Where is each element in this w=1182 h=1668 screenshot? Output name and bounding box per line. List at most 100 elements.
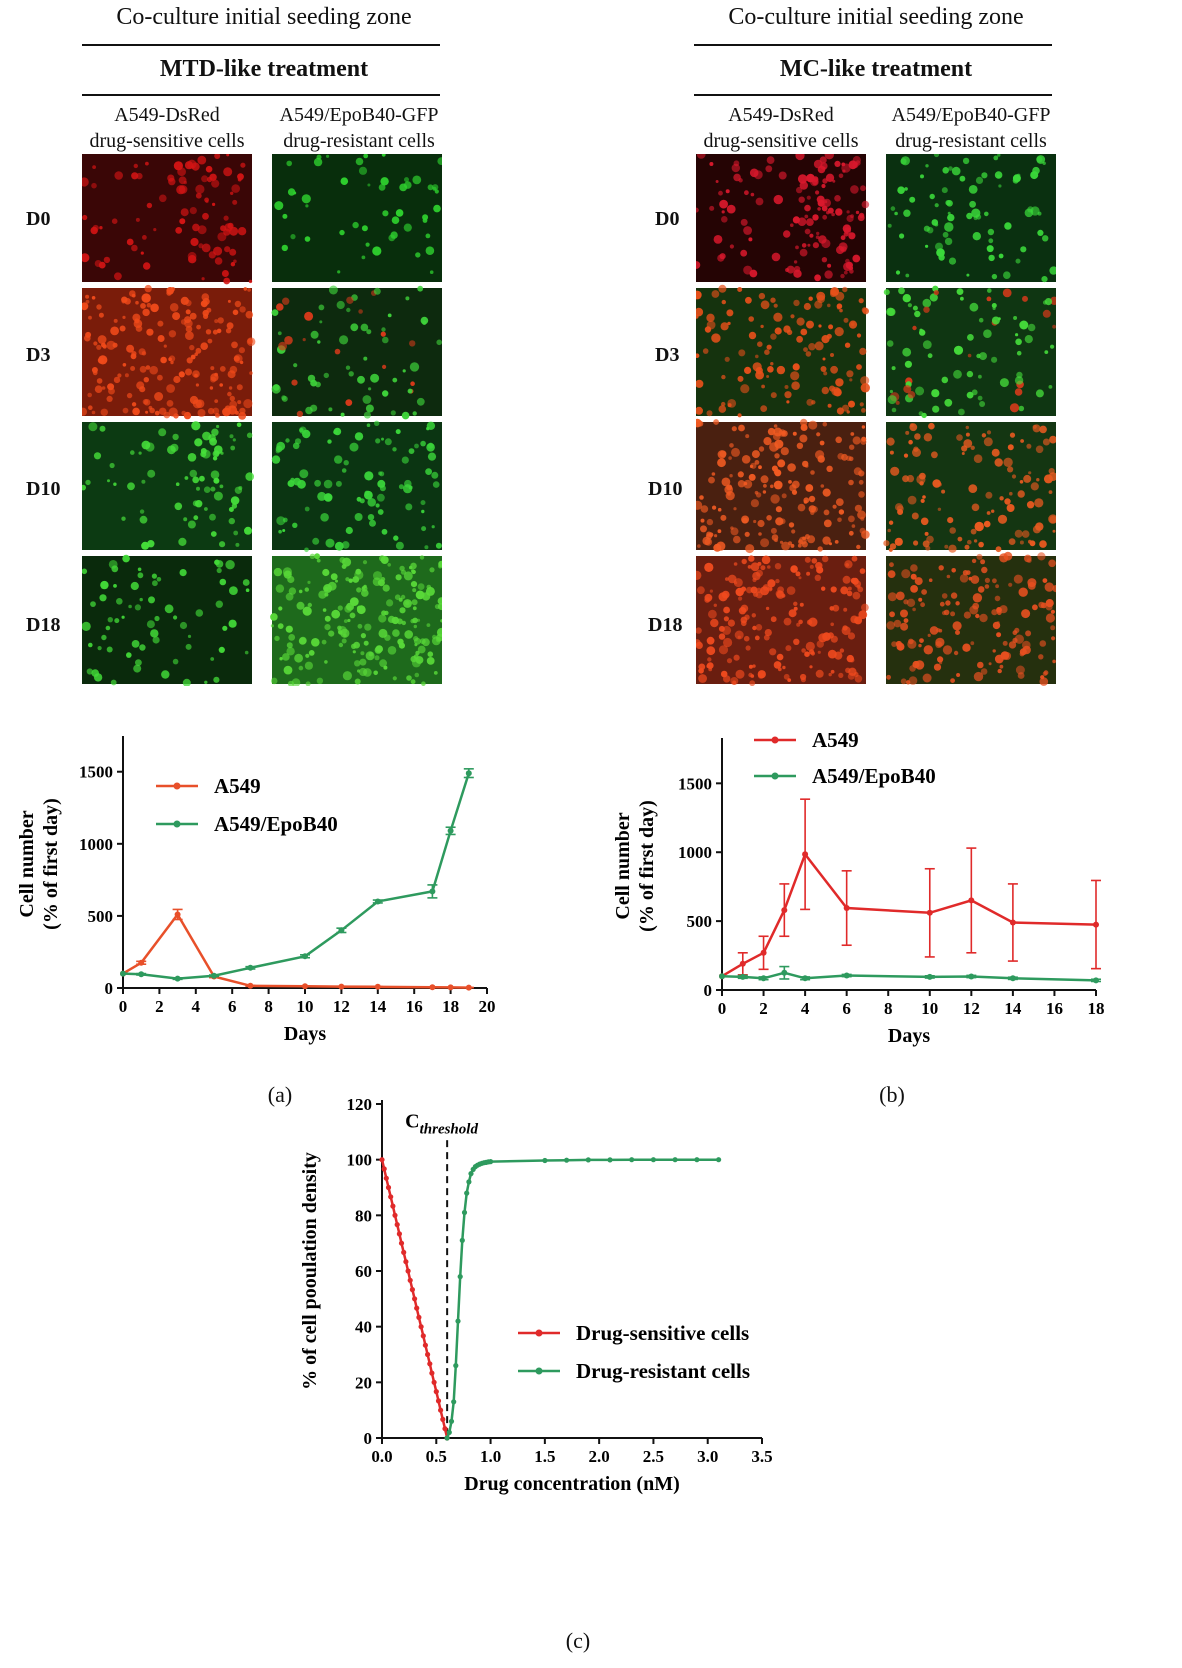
cell-dot [1026, 558, 1032, 563]
micrograph-image [696, 154, 870, 282]
cell-dot [724, 356, 730, 362]
cell-dot [696, 307, 704, 317]
cell-dot [229, 248, 237, 256]
cell-dot [770, 333, 777, 340]
cell-dot [909, 423, 918, 432]
cell-dot [107, 479, 110, 483]
cell-dot [942, 231, 949, 238]
cell-dot [740, 249, 748, 257]
cell-dot [861, 200, 870, 209]
cell-dot [835, 291, 845, 301]
cell-dot [382, 364, 387, 369]
cell-dot [762, 490, 767, 494]
cell-dot [753, 519, 757, 524]
cell-dot [706, 531, 712, 537]
cell-dot [770, 616, 777, 623]
cell-dot [356, 587, 362, 593]
cell-dot [805, 641, 815, 651]
cell-dot [713, 235, 723, 244]
data-point [1009, 975, 1016, 982]
cell-dot [858, 212, 865, 219]
cell-dot [210, 366, 215, 371]
cell-dot [163, 411, 171, 419]
cell-dot [1002, 640, 1008, 646]
cell-dot [727, 619, 735, 627]
cell-dot [310, 404, 318, 412]
cell-dot [222, 625, 228, 631]
cell-dot [733, 654, 740, 661]
cell-dot [795, 154, 805, 161]
threshold-label-sub: threshold [420, 1121, 479, 1137]
cell-dot [230, 262, 236, 267]
cell-dot [392, 447, 397, 452]
cell-dot [317, 340, 321, 344]
cell-dot [796, 335, 803, 343]
cell-dot [238, 347, 245, 354]
series-line [122, 772, 470, 980]
cell-dot [1016, 371, 1023, 379]
data-point [542, 1157, 548, 1164]
cell-dot [224, 405, 231, 412]
cell-dot [973, 539, 978, 543]
cell-dot [738, 424, 745, 432]
cell-dot [211, 179, 220, 188]
cell-dot [98, 312, 104, 318]
cell-dot [411, 599, 418, 606]
cell-dot [103, 256, 111, 264]
cell-dot [999, 553, 1009, 563]
cell-dot [934, 222, 939, 227]
cell-dot [362, 395, 372, 404]
data-point [438, 1407, 444, 1413]
cell-dot [192, 476, 200, 484]
data-point [843, 972, 850, 979]
cell-dot [298, 637, 307, 645]
cell-dot [974, 521, 984, 532]
micrograph-image [82, 421, 254, 550]
cell-dot [235, 542, 240, 547]
cell-dot [204, 507, 208, 511]
cell-dot [1009, 432, 1016, 438]
cell-dot [1025, 630, 1032, 637]
cell-dot [339, 335, 349, 345]
cell-dot [113, 376, 121, 384]
cell-dot [706, 320, 716, 330]
cell-dot [1039, 540, 1047, 548]
cell-dot [821, 386, 829, 395]
cell-dot [741, 455, 751, 464]
cell-dot [1007, 444, 1014, 451]
cell-dot [210, 657, 215, 661]
cell-dot [953, 369, 962, 379]
cell-dot [124, 373, 129, 378]
cell-dot [384, 438, 392, 446]
cell-dot [987, 228, 995, 236]
cell-dot [185, 309, 191, 315]
cell-dot [415, 252, 421, 258]
cell-dot [1013, 316, 1018, 320]
cell-dot [107, 617, 113, 623]
cell-dot [848, 479, 854, 486]
cell-dot [986, 296, 992, 302]
cell-dot [425, 468, 432, 475]
cell-dot [849, 269, 854, 274]
cell-dot [770, 527, 777, 534]
cell-dot [360, 651, 365, 656]
cell-dot [950, 678, 955, 683]
x-tick-label: 2.0 [589, 1447, 610, 1466]
cell-dot [191, 421, 201, 431]
cell-dot [825, 173, 835, 182]
micrograph-background [82, 288, 252, 416]
cell-dot [1045, 613, 1055, 623]
cell-dot [367, 498, 377, 507]
cell-dot [838, 173, 844, 179]
cell-dot [822, 198, 831, 208]
cell-dot [148, 596, 155, 604]
cell-dot [380, 331, 386, 337]
cell-dot [346, 296, 354, 304]
cell-dot [425, 246, 435, 255]
cell-dot [1038, 601, 1045, 609]
cell-dot [698, 674, 707, 683]
cell-dot [815, 190, 820, 195]
cell-dot [321, 639, 327, 645]
cell-dot [731, 426, 737, 432]
cell-dot [226, 322, 234, 330]
